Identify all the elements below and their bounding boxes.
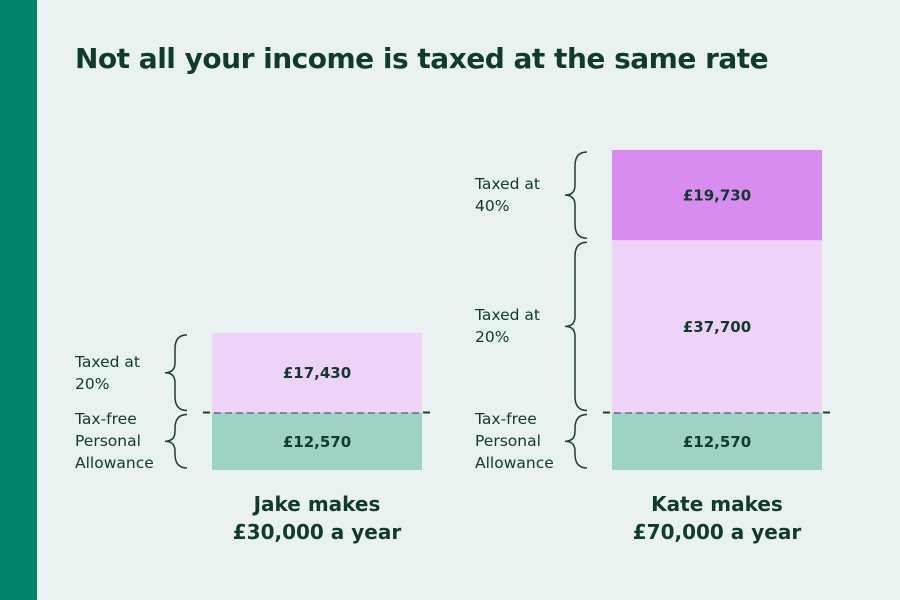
segment-label: Tax-free Personal Allowance (475, 410, 554, 473)
value-label: £12,570 (683, 433, 751, 451)
bar-segment (212, 332, 422, 413)
value-label: £19,730 (683, 187, 751, 205)
segment-label: Taxed at 20% (75, 352, 140, 393)
bar-segment (612, 150, 822, 241)
category-label: Jake makes £30,000 a year (232, 492, 402, 544)
chart-title: Not all your income is taxed at the same… (75, 42, 769, 75)
segment-label: Tax-free Personal Allowance (75, 410, 154, 473)
segment-label: Taxed at 40% (475, 175, 540, 216)
brace (564, 151, 588, 239)
value-label: £37,700 (683, 318, 751, 336)
side-stripe (0, 0, 37, 600)
value-label: £12,570 (283, 433, 351, 451)
bar-segment (612, 412, 822, 470)
category-label: Kate makes £70,000 a year (632, 492, 802, 544)
bar-segment (212, 412, 422, 470)
brace (164, 413, 188, 469)
brace (564, 241, 588, 412)
bar-segment (612, 240, 822, 413)
brace (564, 413, 588, 469)
value-label: £17,430 (283, 364, 351, 382)
segment-label: Taxed at 20% (475, 306, 540, 347)
brace (164, 334, 188, 412)
